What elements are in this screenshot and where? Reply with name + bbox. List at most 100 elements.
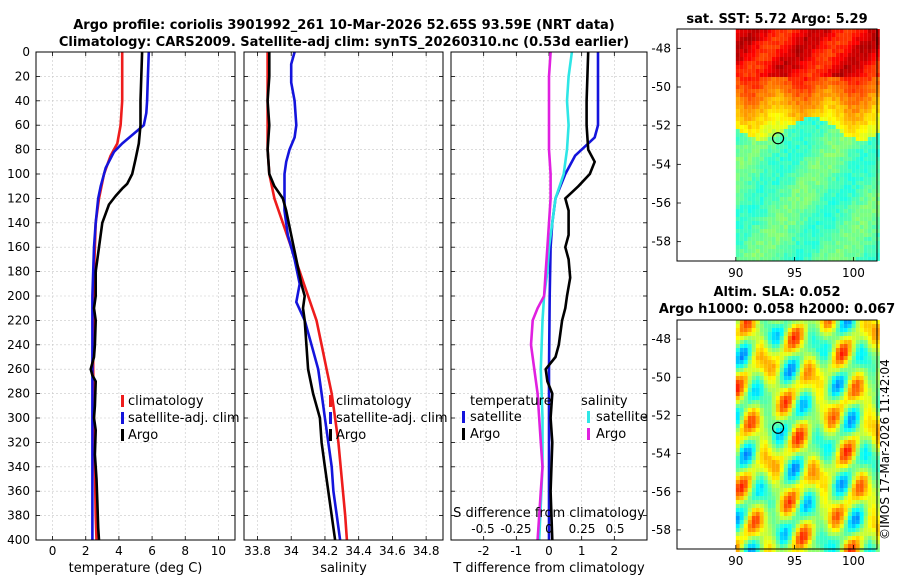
map-cell bbox=[755, 532, 760, 536]
map-cell bbox=[871, 85, 876, 89]
map-cell bbox=[743, 149, 748, 153]
map-cell bbox=[759, 384, 764, 388]
y-tick-label: 360 bbox=[7, 484, 30, 498]
map-cell bbox=[871, 129, 876, 133]
map-cell bbox=[787, 452, 792, 456]
map-cell bbox=[803, 436, 808, 440]
map-cell bbox=[831, 177, 836, 181]
map-cell bbox=[747, 221, 752, 225]
map-cell bbox=[783, 105, 788, 109]
map-cell bbox=[847, 237, 852, 241]
map-cell bbox=[763, 197, 768, 201]
map-cell bbox=[859, 81, 864, 85]
map-cell bbox=[739, 129, 744, 133]
map-cell bbox=[823, 153, 828, 157]
map-cell bbox=[863, 57, 868, 61]
map-cell bbox=[783, 448, 788, 452]
map-cell bbox=[847, 476, 852, 480]
map-cell bbox=[863, 364, 868, 368]
map-cell bbox=[795, 364, 800, 368]
map-cell bbox=[827, 229, 832, 233]
map-cell bbox=[747, 97, 752, 101]
map-cell bbox=[771, 177, 776, 181]
map-cell bbox=[767, 524, 772, 528]
map-cell bbox=[759, 468, 764, 472]
map-cell bbox=[863, 173, 868, 177]
map-cell bbox=[775, 57, 780, 61]
map-cell bbox=[803, 360, 808, 364]
map-cell bbox=[815, 45, 820, 49]
map-cell bbox=[827, 53, 832, 57]
map-cell bbox=[787, 480, 792, 484]
map-cell bbox=[843, 364, 848, 368]
map-cell bbox=[775, 49, 780, 53]
map-cell bbox=[847, 400, 852, 404]
map-cell bbox=[823, 241, 828, 245]
map-cell bbox=[755, 544, 760, 548]
map-cell bbox=[751, 237, 756, 241]
map-cell bbox=[779, 253, 784, 257]
map-cell bbox=[847, 57, 852, 61]
map-cell bbox=[747, 492, 752, 496]
map-cell bbox=[831, 352, 836, 356]
map-cell bbox=[807, 376, 812, 380]
map-cell bbox=[759, 97, 764, 101]
map-cell bbox=[739, 544, 744, 548]
map-cell bbox=[799, 328, 804, 332]
map-cell bbox=[823, 496, 828, 500]
map-cell bbox=[747, 416, 752, 420]
map-cell bbox=[795, 428, 800, 432]
map-cell bbox=[843, 153, 848, 157]
x-tick-label: 8 bbox=[181, 544, 189, 558]
map-cell bbox=[763, 205, 768, 209]
map-cell bbox=[775, 440, 780, 444]
map-cell bbox=[839, 105, 844, 109]
map-cell bbox=[859, 189, 864, 193]
map-cell bbox=[771, 440, 776, 444]
map-cell bbox=[795, 177, 800, 181]
map-cell bbox=[751, 324, 756, 328]
map-cell bbox=[751, 512, 756, 516]
map-cell bbox=[783, 141, 788, 145]
map-cell bbox=[763, 121, 768, 125]
map-cell bbox=[867, 420, 872, 424]
map-cell bbox=[735, 229, 740, 233]
map-cell bbox=[811, 400, 816, 404]
map-cell bbox=[791, 356, 796, 360]
map-cell bbox=[871, 444, 876, 448]
map-cell bbox=[755, 85, 760, 89]
map-cell bbox=[739, 41, 744, 45]
map-cell bbox=[835, 440, 840, 444]
map-cell bbox=[771, 428, 776, 432]
map-cell bbox=[807, 524, 812, 528]
map-cell bbox=[819, 105, 824, 109]
map-cell bbox=[783, 436, 788, 440]
map-cell bbox=[851, 352, 856, 356]
map-cell bbox=[759, 516, 764, 520]
map-cell bbox=[795, 137, 800, 141]
map-cell bbox=[803, 73, 808, 77]
map-cell bbox=[811, 69, 816, 73]
map-cell bbox=[755, 380, 760, 384]
map-cell bbox=[807, 33, 812, 37]
map-cell bbox=[835, 33, 840, 37]
map-cell bbox=[851, 408, 856, 412]
map-cell bbox=[851, 516, 856, 520]
map-cell bbox=[751, 177, 756, 181]
map-cell bbox=[855, 141, 860, 145]
map-cell bbox=[831, 528, 836, 532]
map-cell bbox=[851, 460, 856, 464]
map-cell bbox=[831, 169, 836, 173]
map-cell bbox=[763, 352, 768, 356]
imos-credit: ©IMOS 17-Mar-2026 11:42:04 bbox=[878, 359, 892, 540]
map-cell bbox=[867, 129, 872, 133]
map-cell bbox=[807, 121, 812, 125]
map-cell bbox=[783, 408, 788, 412]
map-cell bbox=[859, 45, 864, 49]
map-cell bbox=[843, 81, 848, 85]
map-cell bbox=[827, 181, 832, 185]
map-cell bbox=[831, 217, 836, 221]
map-cell bbox=[795, 544, 800, 548]
map-cell bbox=[871, 400, 876, 404]
map-cell bbox=[847, 512, 852, 516]
